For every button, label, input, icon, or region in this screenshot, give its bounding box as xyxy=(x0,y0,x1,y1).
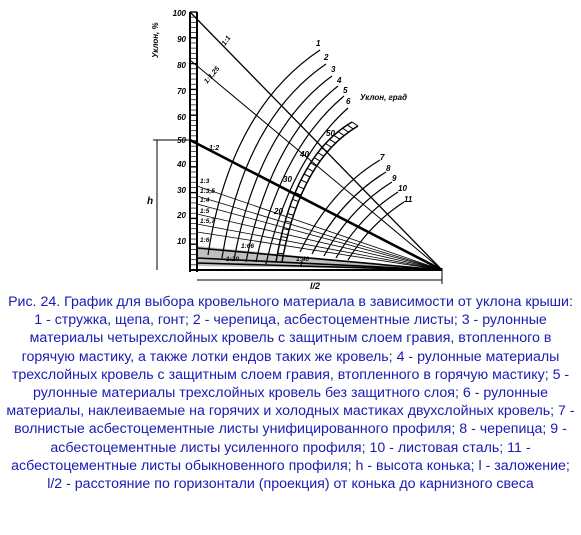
ratio-label: 1:4 xyxy=(200,197,210,204)
h-label: h xyxy=(147,196,153,207)
ray-1-20 xyxy=(196,257,443,271)
curve-number: 2 xyxy=(323,53,329,62)
ray-1-6 xyxy=(196,231,443,271)
ray-1-3 xyxy=(196,185,443,271)
curve-4 xyxy=(245,85,339,263)
arc-tick xyxy=(300,179,308,184)
arc-tick xyxy=(325,143,332,148)
l-half-label: l/2 xyxy=(310,281,320,290)
curve-number: 6 xyxy=(346,97,351,106)
ratio-label: 1:1,25 xyxy=(203,65,221,85)
curve-8 xyxy=(311,171,387,255)
slope-axis-labels: 100 90 80 70 60 50 40 30 20 10 xyxy=(173,9,187,246)
curve-9 xyxy=(323,181,393,257)
ratio-label: 1:2 xyxy=(209,145,219,152)
caption-body: 1 - стружка, щепа, гонт; 2 - черепица, а… xyxy=(6,312,575,493)
axis-tick-label: 40 xyxy=(176,160,186,169)
ray-1-1 xyxy=(189,11,443,271)
arc-tick xyxy=(292,198,299,203)
arc-tick xyxy=(287,213,294,216)
arc-tick xyxy=(289,205,297,209)
arc-tick xyxy=(285,220,292,223)
l-label: l xyxy=(300,259,303,269)
ratio-label: 1:3 xyxy=(200,178,210,185)
arc-tick-label: 30 xyxy=(283,175,292,184)
slope-axis-title: Уклон, % xyxy=(151,22,160,58)
arc-tick xyxy=(313,157,321,162)
arc-tick-label: 50 xyxy=(326,129,335,138)
arc-tick xyxy=(283,228,290,231)
curve-number: 10 xyxy=(398,184,407,193)
axis-tick-label: 30 xyxy=(177,186,186,195)
arc-tick xyxy=(321,147,328,153)
curve-number: 5 xyxy=(343,86,348,95)
roof-slope-diagram: 100 90 80 70 60 50 40 30 20 10 Уклон, % … xyxy=(147,9,443,291)
arc-tick xyxy=(307,167,314,172)
arc-tick xyxy=(279,244,286,246)
degree-arc xyxy=(275,121,359,263)
curve-number: 1 xyxy=(316,39,321,48)
curve-number: 11 xyxy=(404,195,413,204)
curve-3 xyxy=(233,75,333,261)
curve-6 xyxy=(265,107,349,265)
ray-1-40 xyxy=(196,262,443,271)
degree-arc-ticks xyxy=(276,121,359,263)
curve-number: 4 xyxy=(336,76,342,85)
axis-tick-label: 80 xyxy=(177,61,186,70)
ratio-label: 1:5,7 xyxy=(200,218,215,225)
arc-tick xyxy=(294,192,302,196)
caption-title: Рис. 24. График для выбора кровельного м… xyxy=(8,294,573,310)
ray-1-1-25 xyxy=(189,59,443,271)
curve-11 xyxy=(347,201,405,261)
curve-10 xyxy=(335,191,399,259)
slope-axis-ticks xyxy=(190,11,197,271)
arc-tick xyxy=(333,134,341,140)
arc-tick xyxy=(346,124,354,130)
arc-tick xyxy=(281,236,288,239)
axis-tick-label: 100 xyxy=(173,9,187,18)
curve-5 xyxy=(255,95,345,263)
axis-tick-label: 70 xyxy=(177,87,186,96)
arc-tick xyxy=(342,127,349,133)
arc-tick-label: 20 xyxy=(273,207,283,216)
ratio-label: 1:3,5 xyxy=(200,188,215,195)
ray-1-3-5 xyxy=(196,195,443,271)
material-curves-left xyxy=(207,49,405,265)
axis-tick-label: 20 xyxy=(176,211,186,220)
arc-tick-label: 40 xyxy=(299,150,309,159)
curve-number: 7 xyxy=(380,153,385,162)
curve-number: 8 xyxy=(386,164,391,173)
ratio-label: 1:6 xyxy=(200,237,210,244)
curve-7 xyxy=(299,159,381,253)
ratio-label: 1:1 xyxy=(221,35,233,47)
arc-title: Уклон, град xyxy=(360,93,407,102)
curve-1 xyxy=(207,49,321,256)
ray-1-4 xyxy=(196,203,443,271)
ratio-label: 1:40 xyxy=(296,256,309,263)
curve-number: 9 xyxy=(392,174,397,183)
axis-tick-label: 10 xyxy=(177,237,186,246)
ray-1-5 xyxy=(196,213,443,271)
curve-2 xyxy=(221,63,327,259)
curve-number: 3 xyxy=(331,65,336,74)
ratio-label: 1:5 xyxy=(200,208,210,215)
arc-tick xyxy=(351,121,359,127)
ray-1-5-7 xyxy=(196,223,443,271)
axis-tick-label: 90 xyxy=(177,35,186,44)
arc-tick xyxy=(337,131,345,136)
slope-rays xyxy=(189,11,443,272)
axis-tick-label: 60 xyxy=(177,113,186,122)
arc-tick xyxy=(317,152,325,157)
diagram-svg: 100 90 80 70 60 50 40 30 20 10 Уклон, % … xyxy=(147,9,443,291)
arc-tick xyxy=(310,162,317,167)
ratio-label: 1:66 xyxy=(241,243,254,250)
arc-tick xyxy=(303,173,311,178)
arc-tick xyxy=(329,138,336,144)
ray-1-66 xyxy=(196,247,443,271)
ratio-label: 1:20 xyxy=(226,256,239,263)
figure-caption: Рис. 24. График для выбора кровельного м… xyxy=(6,293,575,493)
degree-arc-outer xyxy=(281,125,359,263)
arc-tick xyxy=(297,185,305,190)
